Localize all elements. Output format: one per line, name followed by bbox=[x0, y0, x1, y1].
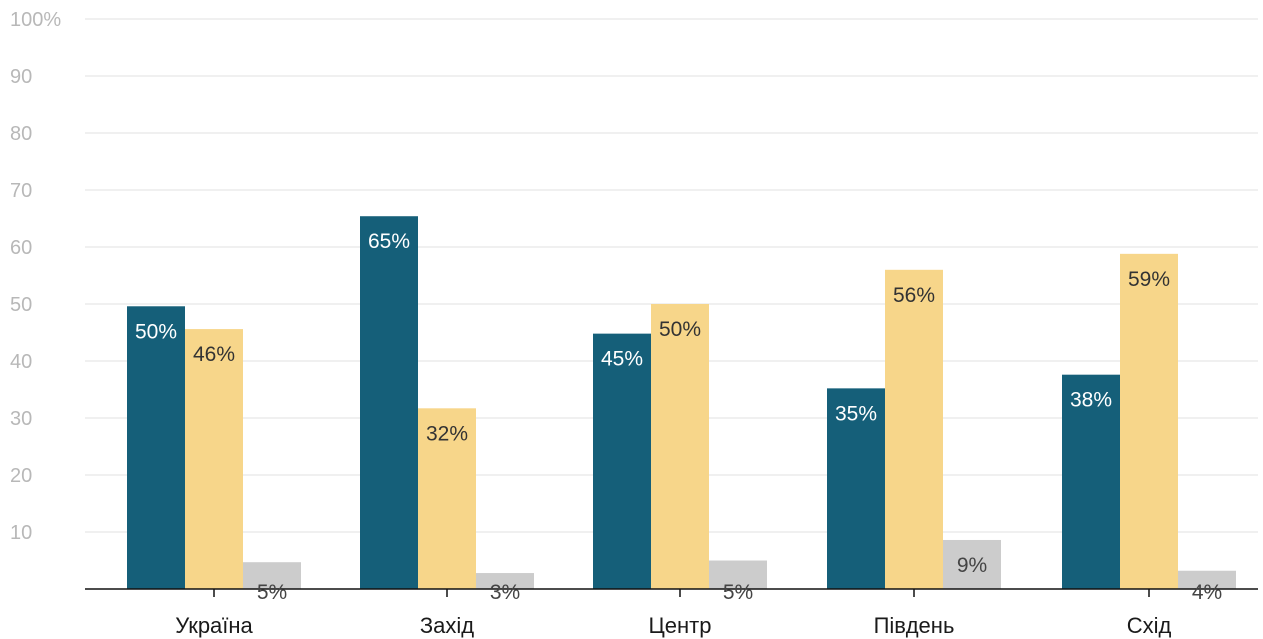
bar-series-1-1 bbox=[360, 216, 418, 589]
bar-series-3-0 bbox=[243, 562, 301, 589]
y-tick-label: 30 bbox=[10, 408, 32, 430]
data-label: 45% bbox=[601, 348, 643, 371]
x-axis bbox=[85, 588, 1258, 597]
data-label: 4% bbox=[1192, 581, 1222, 604]
y-tick-label: 60 bbox=[10, 237, 32, 259]
data-label: 35% bbox=[835, 402, 877, 425]
data-label: 5% bbox=[723, 581, 753, 604]
x-axis-category-labels: Україна Захід Центр Південь Схід bbox=[175, 613, 1171, 638]
y-tick-label: 20 bbox=[10, 465, 32, 487]
bar-series-2-1 bbox=[418, 408, 476, 589]
bar-series-2-0 bbox=[185, 329, 243, 589]
data-label: 38% bbox=[1070, 389, 1112, 412]
data-label: 9% bbox=[957, 554, 987, 577]
x-category-label: Україна bbox=[175, 613, 253, 638]
y-tick-label: 90 bbox=[10, 66, 32, 88]
bars bbox=[127, 216, 1236, 589]
bar-series-1-0 bbox=[127, 306, 185, 589]
y-tick-label: 50 bbox=[10, 294, 32, 316]
data-label: 3% bbox=[490, 581, 520, 604]
bar-series-3-2 bbox=[709, 560, 767, 589]
data-label: 5% bbox=[257, 581, 287, 604]
bar-series-3-1 bbox=[476, 573, 534, 589]
bar-series-1-4 bbox=[1062, 374, 1120, 589]
data-label: 50% bbox=[659, 318, 701, 341]
bar-series-2-4 bbox=[1120, 253, 1178, 589]
data-label: 50% bbox=[135, 320, 177, 343]
data-label: 59% bbox=[1128, 268, 1170, 291]
bar-series-3-3 bbox=[943, 539, 1001, 589]
x-category-label: Центр bbox=[649, 613, 712, 638]
bar-series-2-2 bbox=[651, 304, 709, 589]
data-label: 65% bbox=[368, 230, 410, 253]
x-category-label: Захід bbox=[420, 613, 474, 638]
y-tick-label: 100% bbox=[10, 9, 61, 31]
y-axis-ticks: 10 20 30 40 50 60 70 80 90 100% bbox=[10, 9, 61, 544]
data-label: 32% bbox=[426, 422, 468, 445]
data-label: 46% bbox=[193, 343, 235, 366]
data-labels: 50% 46% 5% 65% 32% 3% 45% 50% 5% 35% 56% 9% 38% 59% 4% bbox=[135, 230, 1222, 604]
data-label: 56% bbox=[893, 284, 935, 307]
y-tick-label: 40 bbox=[10, 351, 32, 373]
x-category-label: Схід bbox=[1127, 613, 1172, 638]
y-tick-label: 80 bbox=[10, 123, 32, 145]
y-tick-label: 70 bbox=[10, 180, 32, 202]
bar-series-1-2 bbox=[593, 333, 651, 589]
bar-series-2-3 bbox=[885, 269, 943, 589]
x-category-label: Південь bbox=[874, 613, 955, 638]
bar-series-3-4 bbox=[1178, 570, 1236, 589]
bar-series-1-3 bbox=[827, 388, 885, 589]
y-tick-label: 10 bbox=[10, 522, 32, 544]
